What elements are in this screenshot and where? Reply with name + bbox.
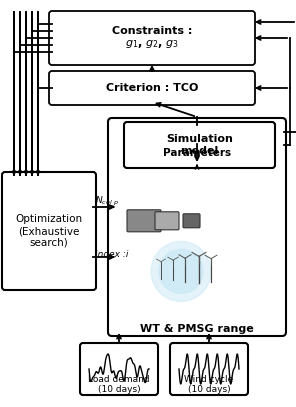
FancyBboxPatch shape bbox=[2, 172, 96, 290]
Text: Wind cycle
(10 days): Wind cycle (10 days) bbox=[184, 374, 234, 394]
FancyBboxPatch shape bbox=[155, 212, 179, 230]
FancyBboxPatch shape bbox=[108, 118, 286, 336]
Text: Load demand
(10 days): Load demand (10 days) bbox=[88, 374, 150, 394]
Text: Optimization
(Exhaustive
search): Optimization (Exhaustive search) bbox=[15, 214, 83, 247]
FancyBboxPatch shape bbox=[49, 11, 255, 65]
Text: Simulation
model: Simulation model bbox=[166, 134, 233, 156]
Text: Index :i: Index :i bbox=[95, 250, 128, 259]
Circle shape bbox=[151, 241, 211, 302]
FancyBboxPatch shape bbox=[183, 214, 200, 228]
FancyBboxPatch shape bbox=[49, 71, 255, 105]
Text: $N_{cel\_p}$: $N_{cel\_p}$ bbox=[95, 195, 120, 209]
Circle shape bbox=[159, 249, 203, 293]
Text: Criterion : TCO: Criterion : TCO bbox=[106, 83, 198, 93]
FancyBboxPatch shape bbox=[170, 343, 248, 395]
FancyBboxPatch shape bbox=[80, 343, 158, 395]
Text: WT & PMSG range: WT & PMSG range bbox=[140, 324, 254, 334]
FancyBboxPatch shape bbox=[127, 210, 161, 232]
FancyBboxPatch shape bbox=[124, 122, 275, 168]
FancyBboxPatch shape bbox=[116, 165, 278, 314]
Text: Parameters: Parameters bbox=[163, 148, 231, 158]
Text: Constraints :
$g_1$, $g_2$, $g_3$: Constraints : $g_1$, $g_2$, $g_3$ bbox=[112, 26, 192, 50]
